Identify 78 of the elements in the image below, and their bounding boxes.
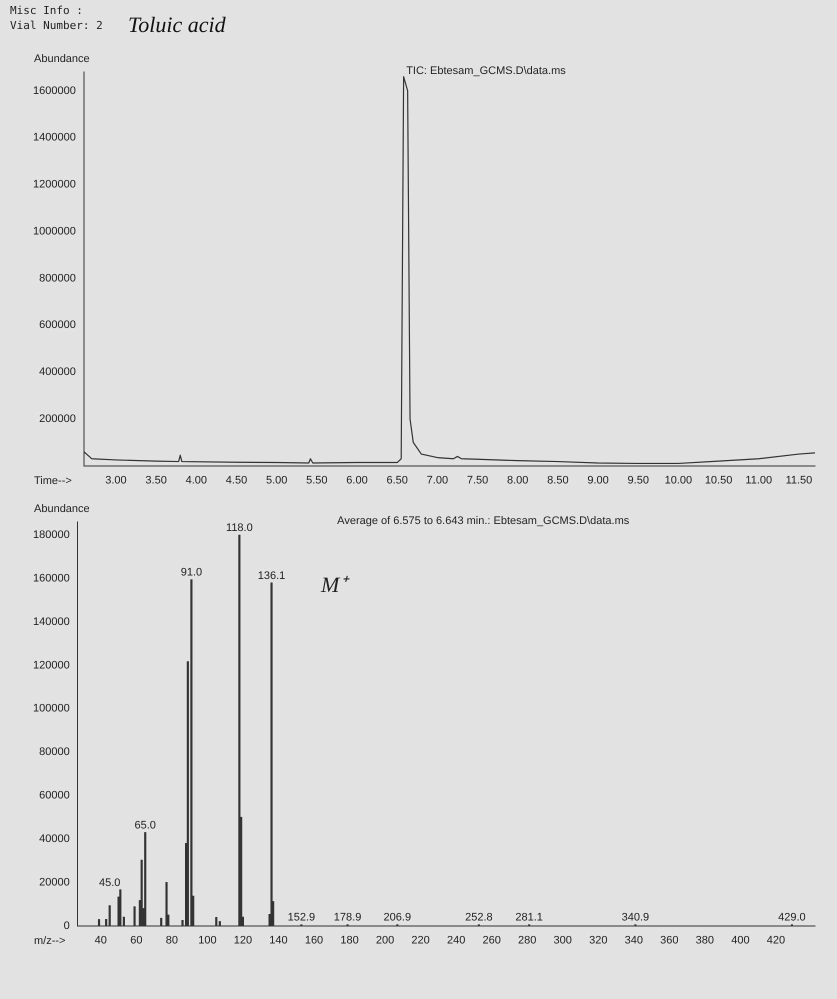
annotation: 91.0 — [180, 566, 202, 579]
text: Vial Number: 2 — [10, 19, 103, 32]
annotation: 206.9 — [384, 912, 412, 924]
annotation: 340.9 — [622, 912, 650, 924]
annotation: 429.0 — [778, 912, 806, 924]
y-tick-label: 180000 — [32, 529, 70, 542]
y-tick-label: 20000 — [39, 876, 70, 888]
y-tick-label: 0 — [64, 920, 70, 932]
x-tick-label: 6.00 — [346, 474, 368, 486]
y-tick-label: 1000000 — [32, 225, 76, 238]
x-tick-label: 340 — [624, 934, 643, 946]
x-tick-label: 320 — [589, 934, 608, 946]
x-tick-label: 220 — [411, 934, 430, 946]
x-axis-title: m/z--> — [34, 934, 66, 947]
y-tick-label: 800000 — [39, 272, 76, 284]
annotation: 152.9 — [288, 912, 316, 924]
annotation: 65.0 — [134, 819, 156, 832]
x-tick-label: 380 — [696, 934, 714, 946]
x-tick-label: 3.50 — [145, 474, 167, 486]
x-tick-label: 300 — [554, 934, 572, 946]
y-axis-title: Abundance — [34, 503, 90, 515]
x-tick-label: 360 — [660, 934, 678, 946]
x-tick-label: 5.00 — [266, 474, 288, 486]
text: Misc Info : — [10, 4, 83, 17]
x-tick-label: 7.00 — [426, 474, 448, 486]
y-tick-label: 40000 — [39, 832, 70, 845]
annotation: M⁺ — [320, 572, 350, 597]
y-tick-label: 140000 — [32, 616, 70, 628]
text: Toluic acid — [128, 12, 226, 38]
x-tick-label: 9.50 — [628, 474, 649, 486]
y-tick-label: 600000 — [39, 319, 76, 332]
x-tick-label: 280 — [518, 934, 536, 946]
y-tick-label: 100000 — [32, 702, 70, 715]
chart-title: Average of 6.575 to 6.643 min.: Ebtesam_GCMS.D\data.ms — [337, 515, 630, 527]
x-tick-label: 400 — [731, 934, 750, 946]
x-tick-label: 9.00 — [587, 474, 609, 486]
x-tick-label: 8.00 — [507, 474, 528, 486]
x-tick-label: 160 — [304, 934, 324, 946]
x-tick-label: 5.50 — [306, 474, 328, 486]
y-tick-label: 1400000 — [32, 132, 76, 144]
annotation: 252.8 — [465, 912, 493, 924]
y-tick-label: 80000 — [39, 746, 70, 758]
annotation: 45.0 — [98, 876, 120, 889]
x-tick-label: 4.50 — [226, 474, 248, 486]
x-tick-label: 6.50 — [386, 474, 408, 486]
x-tick-label: 260 — [482, 934, 501, 946]
x-tick-label: 180 — [340, 934, 359, 946]
y-tick-label: 160000 — [32, 572, 70, 584]
x-tick-label: 420 — [766, 934, 786, 946]
y-tick-label: 1600000 — [32, 84, 76, 97]
x-tick-label: 8.50 — [547, 474, 569, 486]
x-tick-label: 140 — [269, 934, 288, 946]
y-tick-label: 400000 — [39, 366, 76, 378]
annotation: 136.1 — [258, 570, 286, 582]
x-tick-label: 80 — [166, 934, 178, 946]
x-tick-label: 10.50 — [704, 474, 732, 486]
x-tick-label: 7.50 — [466, 474, 488, 486]
x-tick-label: 40 — [94, 934, 107, 946]
annotation: 281.1 — [515, 912, 543, 924]
x-tick-label: 11.00 — [745, 474, 772, 486]
annotation: 118.0 — [226, 522, 253, 534]
annotation: 178.9 — [334, 912, 362, 924]
x-tick-label: 11.50 — [786, 474, 812, 486]
x-axis-title: Time--> — [34, 474, 72, 487]
x-tick-label: 200 — [376, 934, 394, 946]
x-tick-label: 60 — [130, 934, 142, 946]
y-tick-label: 120000 — [32, 659, 70, 672]
y-tick-label: 200000 — [39, 412, 76, 425]
x-tick-label: 240 — [446, 934, 466, 946]
x-tick-label: 100 — [198, 934, 217, 946]
y-tick-label: 60000 — [39, 790, 70, 802]
x-tick-label: 3.00 — [105, 474, 127, 486]
x-tick-label: 10.00 — [664, 474, 692, 486]
y-tick-label: 1200000 — [32, 178, 76, 191]
x-tick-label: 120 — [234, 934, 252, 946]
chart-title: TIC: Ebtesam_GCMS.D\data.ms — [406, 65, 566, 77]
y-axis-title: Abundance — [34, 53, 90, 65]
x-tick-label: 4.00 — [186, 474, 208, 486]
